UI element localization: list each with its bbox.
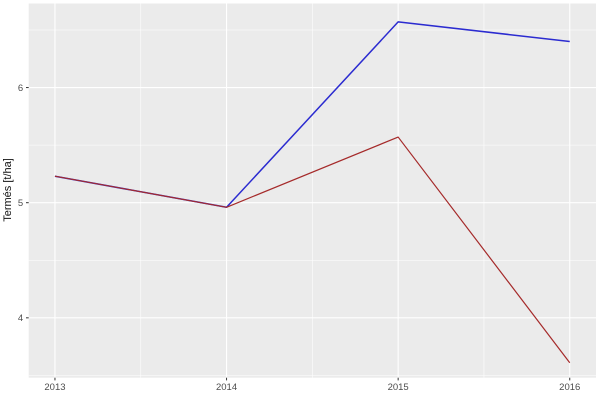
y-axis-tick-label: 6 [18,83,23,94]
series-line-red-series [54,136,571,364]
y-axis-title: Termés [t/ha] [2,158,14,222]
y-axis-tick-label: 5 [18,198,23,209]
x-axis-tick-label: 2016 [559,382,580,393]
x-axis-tick-label: 2014 [216,382,237,393]
y-axis-tick-label: 4 [18,313,23,324]
x-axis-tick-label: 2013 [44,382,65,393]
x-axis-tick-label: 2015 [388,382,409,393]
